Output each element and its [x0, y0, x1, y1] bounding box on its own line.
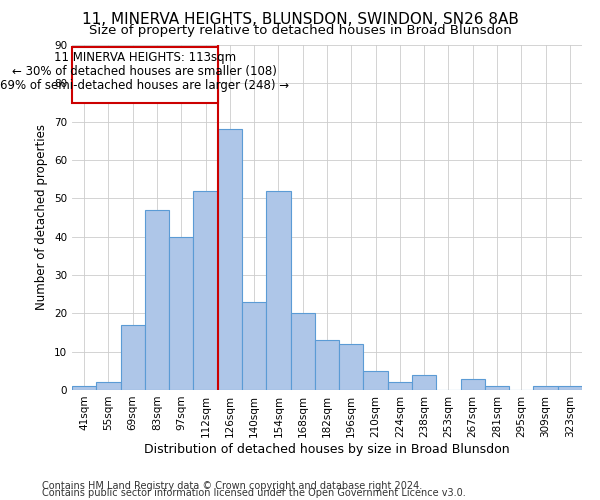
FancyBboxPatch shape [72, 47, 218, 102]
Bar [364, 371, 388, 390]
Bar [412, 374, 436, 390]
Bar [315, 340, 339, 390]
Text: Contains public sector information licensed under the Open Government Licence v3: Contains public sector information licen… [42, 488, 466, 498]
Bar [169, 236, 193, 390]
Bar [266, 190, 290, 390]
Bar [145, 210, 169, 390]
Text: 69% of semi-detached houses are larger (248) →: 69% of semi-detached houses are larger (… [0, 78, 289, 92]
Bar [388, 382, 412, 390]
Bar [193, 190, 218, 390]
Text: ← 30% of detached houses are smaller (108): ← 30% of detached houses are smaller (10… [13, 64, 277, 78]
Text: Contains HM Land Registry data © Crown copyright and database right 2024.: Contains HM Land Registry data © Crown c… [42, 481, 422, 491]
Bar [96, 382, 121, 390]
Bar [121, 325, 145, 390]
Y-axis label: Number of detached properties: Number of detached properties [35, 124, 49, 310]
Bar [218, 130, 242, 390]
X-axis label: Distribution of detached houses by size in Broad Blunsdon: Distribution of detached houses by size … [144, 442, 510, 456]
Bar [461, 378, 485, 390]
Text: Size of property relative to detached houses in Broad Blunsdon: Size of property relative to detached ho… [89, 24, 511, 37]
Text: 11, MINERVA HEIGHTS, BLUNSDON, SWINDON, SN26 8AB: 11, MINERVA HEIGHTS, BLUNSDON, SWINDON, … [82, 12, 518, 28]
Bar [485, 386, 509, 390]
Bar [72, 386, 96, 390]
Bar [533, 386, 558, 390]
Bar [558, 386, 582, 390]
Bar [242, 302, 266, 390]
Bar [290, 314, 315, 390]
Bar [339, 344, 364, 390]
Text: 11 MINERVA HEIGHTS: 113sqm: 11 MINERVA HEIGHTS: 113sqm [54, 51, 236, 64]
